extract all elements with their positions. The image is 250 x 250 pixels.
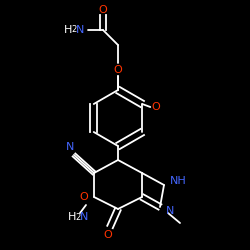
Text: O: O <box>104 230 112 240</box>
Text: 2: 2 <box>76 212 80 222</box>
Text: H: H <box>64 25 72 35</box>
Text: NH: NH <box>170 176 186 186</box>
Text: H: H <box>68 212 76 222</box>
Text: O: O <box>152 102 160 112</box>
Text: N: N <box>66 142 74 152</box>
Text: O: O <box>114 65 122 75</box>
Text: N: N <box>76 25 84 35</box>
Text: O: O <box>80 192 88 202</box>
Text: N: N <box>166 206 174 216</box>
Text: N: N <box>80 212 88 222</box>
Text: 2: 2 <box>72 26 76 35</box>
Text: O: O <box>98 5 108 15</box>
